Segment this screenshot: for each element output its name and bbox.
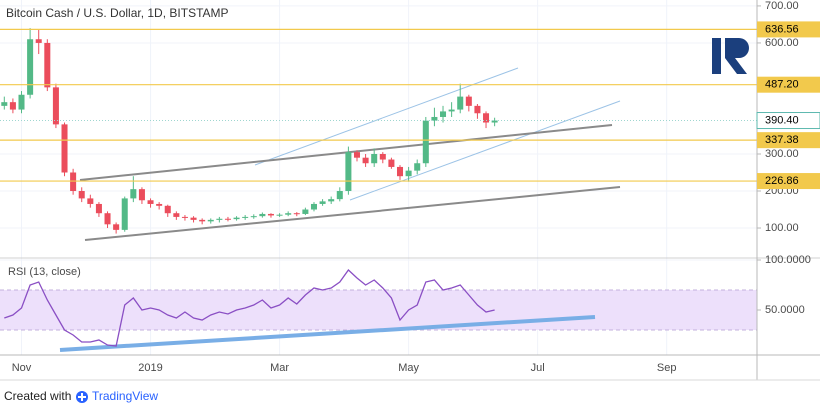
candle-body	[483, 113, 490, 123]
candle-body	[173, 213, 180, 217]
candle-body	[44, 42, 51, 88]
x-tick-label: Nov	[12, 362, 32, 374]
trend-line	[84, 186, 621, 241]
candle-body	[336, 191, 343, 200]
x-tick-label: 2019	[138, 362, 162, 374]
candle-body	[267, 213, 274, 216]
candle-body	[293, 213, 300, 215]
channel-line	[254, 67, 519, 166]
candle-body	[422, 120, 429, 164]
candle-body	[130, 189, 137, 199]
x-tick-label: Mar	[270, 362, 289, 374]
last-price-label: 390.40	[765, 114, 799, 126]
candle-body	[448, 109, 455, 112]
level-tag	[757, 132, 820, 149]
x-tick-label: Jul	[531, 362, 545, 374]
candle-body	[199, 219, 206, 222]
y-tick-label: 50.0000	[765, 304, 805, 316]
x-tick-label: Sep	[657, 362, 677, 374]
candle-body	[353, 152, 361, 158]
candle-body	[216, 218, 223, 220]
footer-prefix: Created with	[4, 389, 71, 403]
footer-brand[interactable]: TradingView	[92, 389, 158, 403]
candle-body	[164, 205, 171, 214]
candle-body	[52, 87, 59, 125]
candle-body	[259, 213, 266, 217]
candle-body	[190, 217, 197, 220]
candle-body	[242, 216, 249, 218]
candle-body	[18, 94, 25, 110]
candle-body	[147, 200, 154, 204]
candle-body	[113, 224, 120, 230]
candle-body	[87, 198, 94, 204]
candle-body	[405, 170, 412, 177]
candle-body	[207, 219, 214, 222]
candle-body	[35, 39, 42, 43]
rsi-band	[0, 290, 757, 330]
last-price-tag	[756, 112, 820, 130]
candle-body	[61, 124, 68, 173]
candle-body	[70, 172, 77, 192]
candle-body	[181, 216, 188, 218]
level-tag	[757, 76, 820, 93]
candle-body	[310, 203, 317, 210]
candle-body	[1, 102, 8, 106]
level-label: 487.20	[765, 79, 799, 91]
y-tick-label: 100.0000	[765, 254, 811, 266]
candle-body	[276, 214, 283, 216]
candle-body	[233, 217, 240, 220]
grid	[0, 0, 757, 355]
candle-body	[345, 152, 352, 192]
candle-body	[457, 96, 464, 110]
candle-body	[156, 203, 163, 206]
candle-body	[319, 201, 326, 204]
chart-title: Bitcoin Cash / U.S. Dollar, 1D, BITSTAMP	[6, 6, 229, 20]
channel-line	[349, 100, 621, 201]
candle-body	[224, 218, 231, 220]
brand-icon	[76, 391, 88, 403]
rsi-title: RSI (13, close)	[8, 266, 81, 278]
candle-body	[285, 213, 292, 215]
y-tick-label: 600.00	[765, 37, 799, 49]
broker-logo	[712, 38, 749, 74]
candle-body	[9, 102, 16, 110]
candle-body	[396, 166, 404, 177]
level-tag	[757, 21, 820, 38]
level-label: 636.56	[765, 23, 799, 35]
axes: Nov 2019 Mar May Jul Sep700.00600.00300.00200…	[12, 0, 820, 374]
level-tag	[757, 173, 820, 190]
candle-body	[138, 189, 145, 201]
candle-body	[78, 191, 85, 199]
candle-body	[328, 199, 335, 202]
candle-body	[371, 153, 378, 164]
y-tick-label: 300.00	[765, 148, 799, 160]
y-tick-label: 100.00	[765, 222, 799, 234]
candle-body	[388, 159, 395, 167]
candle-body	[250, 216, 257, 218]
x-tick-label: May	[398, 362, 419, 374]
rsi-trend-line	[59, 315, 596, 352]
candle-body	[27, 39, 34, 95]
candle-body	[431, 116, 438, 121]
candle-body	[104, 213, 111, 225]
candle-body	[440, 111, 447, 117]
candle-body	[302, 209, 309, 214]
rsi-line	[4, 269, 495, 347]
candle-body	[474, 105, 481, 114]
candle-body	[491, 120, 498, 123]
candle-body	[414, 163, 421, 171]
level-label: 226.86	[765, 175, 799, 187]
level-label: 337.38	[765, 134, 799, 146]
candle-body	[465, 96, 472, 106]
candle-body	[95, 203, 102, 214]
candle-body	[379, 153, 386, 160]
y-tick-label: 700.00	[765, 0, 799, 12]
candle-body	[362, 157, 369, 164]
candle-body	[121, 198, 128, 230]
marks	[0, 28, 757, 347]
